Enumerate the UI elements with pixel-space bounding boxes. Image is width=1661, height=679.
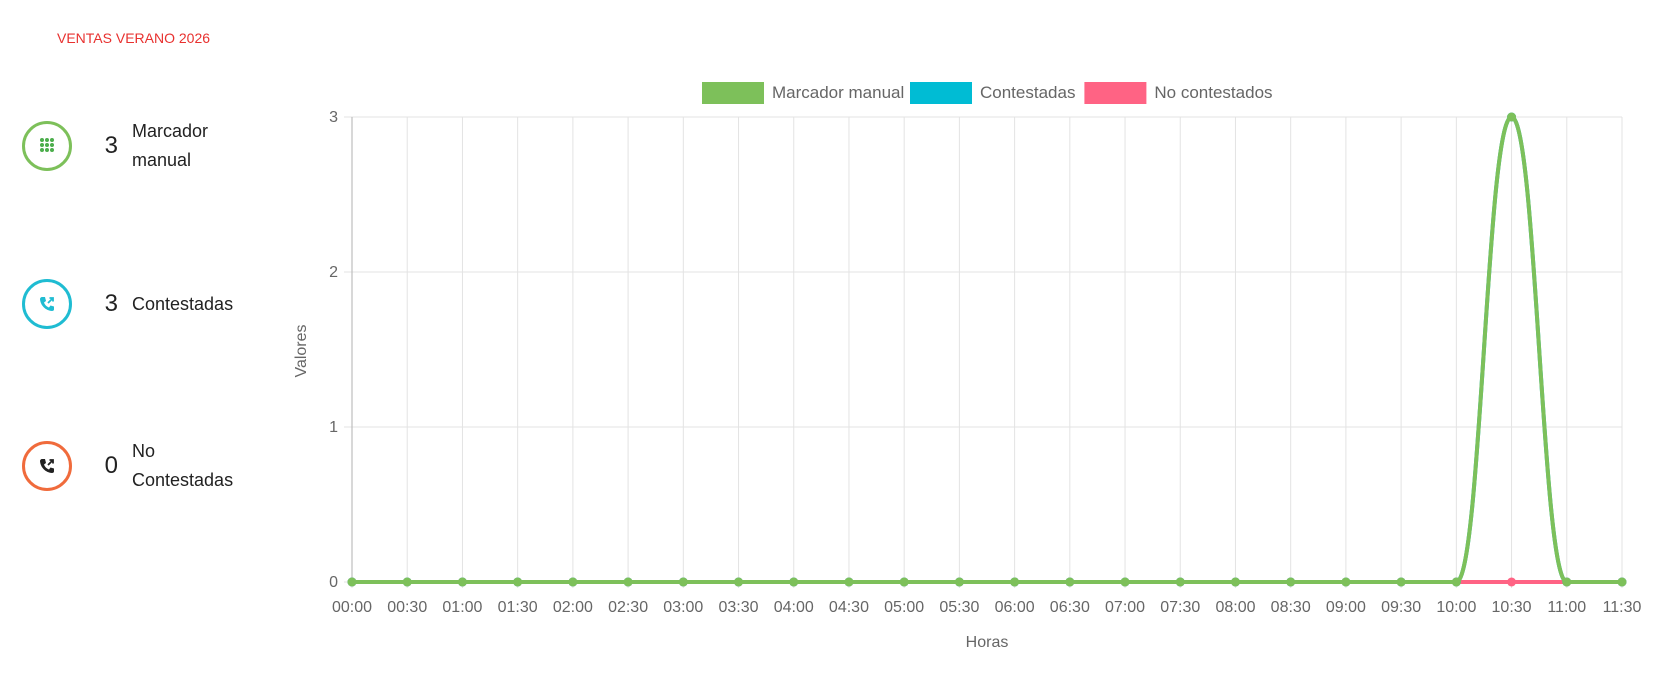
dialpad-icon — [22, 121, 72, 171]
data-point — [623, 577, 633, 587]
x-tick-label: 10:00 — [1436, 599, 1476, 616]
data-point — [1451, 577, 1461, 587]
x-axis-title: Horas — [966, 634, 1009, 651]
stat-label: No Contestadas — [132, 441, 234, 490]
stat-no-contestadas: 0 No Contestadas — [22, 437, 252, 495]
page-title: VENTAS VERANO 2026 — [57, 30, 211, 46]
x-tick-label: 09:30 — [1381, 599, 1421, 616]
chart-legend: Marcador manual Contestadas No contestados — [702, 82, 1273, 104]
data-point — [1175, 577, 1185, 587]
x-tick-label: 00:00 — [332, 599, 372, 616]
data-point — [347, 577, 357, 587]
x-tick-label: 07:30 — [1160, 599, 1200, 616]
y-tick-label: 0 — [329, 574, 338, 591]
outgoing-call-icon — [22, 441, 72, 491]
data-point — [1010, 577, 1020, 587]
legend-swatch — [1084, 82, 1147, 104]
x-tick-label: 04:00 — [774, 599, 814, 616]
x-tick-label: 06:30 — [1050, 599, 1090, 616]
x-tick-label: 08:00 — [1215, 599, 1255, 616]
data-point — [457, 577, 467, 587]
chart-axes: 00:00 00:30 01:00 01:30 02:00 02:30 03:00 03:30… — [329, 109, 1641, 616]
series-line-contestadas — [350, 115, 1624, 584]
stat-count: 3 — [104, 290, 118, 317]
y-tick-label: 1 — [329, 419, 338, 436]
y-tick-label: 2 — [329, 264, 338, 281]
data-point — [1507, 112, 1517, 122]
data-point — [1120, 577, 1130, 587]
x-tick-label: 10:30 — [1492, 599, 1532, 616]
x-tick-label: 05:00 — [884, 599, 924, 616]
x-tick-label: 07:00 — [1105, 599, 1145, 616]
data-point — [1396, 577, 1406, 587]
x-tick-label: 11:00 — [1547, 599, 1586, 616]
data-point — [734, 577, 744, 587]
x-tick-label: 03:30 — [718, 599, 758, 616]
data-point — [568, 577, 578, 587]
x-tick-label: 02:00 — [553, 599, 593, 616]
stat-label: Contestadas — [132, 293, 234, 314]
x-tick-label: 05:30 — [939, 599, 979, 616]
data-point — [1341, 577, 1351, 587]
data-point — [954, 577, 964, 587]
x-tick-label: 00:30 — [387, 599, 427, 616]
x-tick-label: 06:00 — [995, 599, 1035, 616]
x-tick-label: 09:00 — [1326, 599, 1366, 616]
data-point — [1617, 577, 1627, 587]
x-tick-label: 03:00 — [663, 599, 703, 616]
y-tick-label: 3 — [329, 109, 338, 126]
x-tick-label: 01:00 — [442, 599, 482, 616]
stat-contestadas: 3 Contestadas — [22, 279, 252, 329]
x-tick-label: 01:30 — [498, 599, 538, 616]
y-axis-title: Valores — [293, 324, 310, 377]
chart-series — [347, 112, 1627, 587]
data-point — [678, 577, 688, 587]
stat-label: Marcador manual — [132, 121, 209, 170]
data-point — [899, 577, 909, 587]
x-tick-label: 02:30 — [608, 599, 648, 616]
x-tick-label: 11:30 — [1603, 599, 1642, 616]
stat-count: 0 — [104, 452, 118, 479]
series-line-marcador-manual — [350, 115, 1624, 584]
data-point — [844, 577, 854, 587]
legend-label: Contestadas — [980, 83, 1075, 102]
legend-label: Marcador manual — [772, 83, 904, 102]
data-point — [1562, 577, 1572, 587]
data-point — [1507, 577, 1517, 587]
data-point — [1065, 577, 1075, 587]
incoming-call-icon — [22, 279, 72, 329]
data-point — [402, 577, 412, 587]
data-point — [789, 577, 799, 587]
stat-count: 3 — [104, 132, 118, 159]
data-point — [513, 577, 523, 587]
legend-label: No contestados — [1154, 83, 1272, 102]
x-tick-label: 08:30 — [1271, 599, 1311, 616]
legend-swatch — [702, 82, 764, 104]
stat-marcador-manual: 3 Marcador manual — [22, 117, 252, 175]
x-tick-label: 04:30 — [829, 599, 869, 616]
chart-grid — [344, 116, 1623, 588]
legend-swatch — [910, 82, 972, 104]
data-point — [1230, 577, 1240, 587]
data-point — [1286, 577, 1296, 587]
